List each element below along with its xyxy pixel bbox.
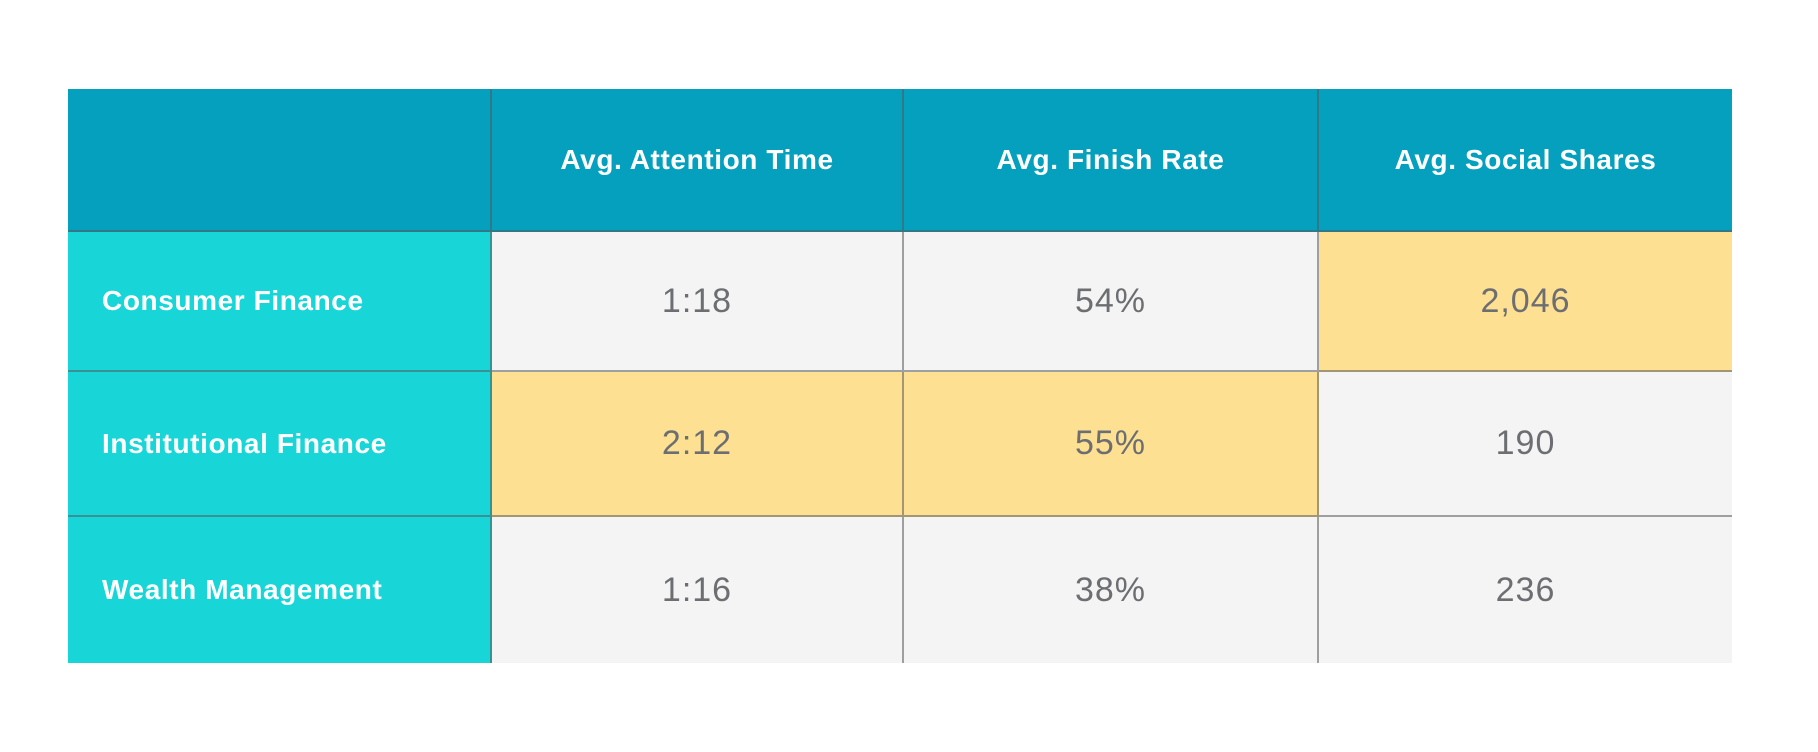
cell-wealth-management-finish-rate: 38% bbox=[904, 517, 1319, 663]
header-cell-empty bbox=[68, 89, 492, 232]
cell-institutional-finance-social-shares: 190 bbox=[1319, 372, 1732, 517]
row-label-institutional-finance: Institutional Finance bbox=[68, 372, 492, 517]
row-label-wealth-management: Wealth Management bbox=[68, 517, 492, 663]
header-cell-finish-rate: Avg. Finish Rate bbox=[904, 89, 1319, 232]
cell-consumer-finance-social-shares: 2,046 bbox=[1319, 232, 1732, 372]
cell-consumer-finance-finish-rate: 54% bbox=[904, 232, 1319, 372]
cell-consumer-finance-attention-time: 1:18 bbox=[492, 232, 904, 372]
cell-institutional-finance-finish-rate: 55% bbox=[904, 372, 1319, 517]
cell-wealth-management-attention-time: 1:16 bbox=[492, 517, 904, 663]
header-cell-attention-time: Avg. Attention Time bbox=[492, 89, 904, 232]
header-cell-social-shares: Avg. Social Shares bbox=[1319, 89, 1732, 232]
row-label-consumer-finance: Consumer Finance bbox=[68, 232, 492, 372]
content-performance-table: Avg. Attention Time Avg. Finish Rate Avg… bbox=[68, 89, 1732, 663]
cell-wealth-management-social-shares: 236 bbox=[1319, 517, 1732, 663]
cell-institutional-finance-attention-time: 2:12 bbox=[492, 372, 904, 517]
